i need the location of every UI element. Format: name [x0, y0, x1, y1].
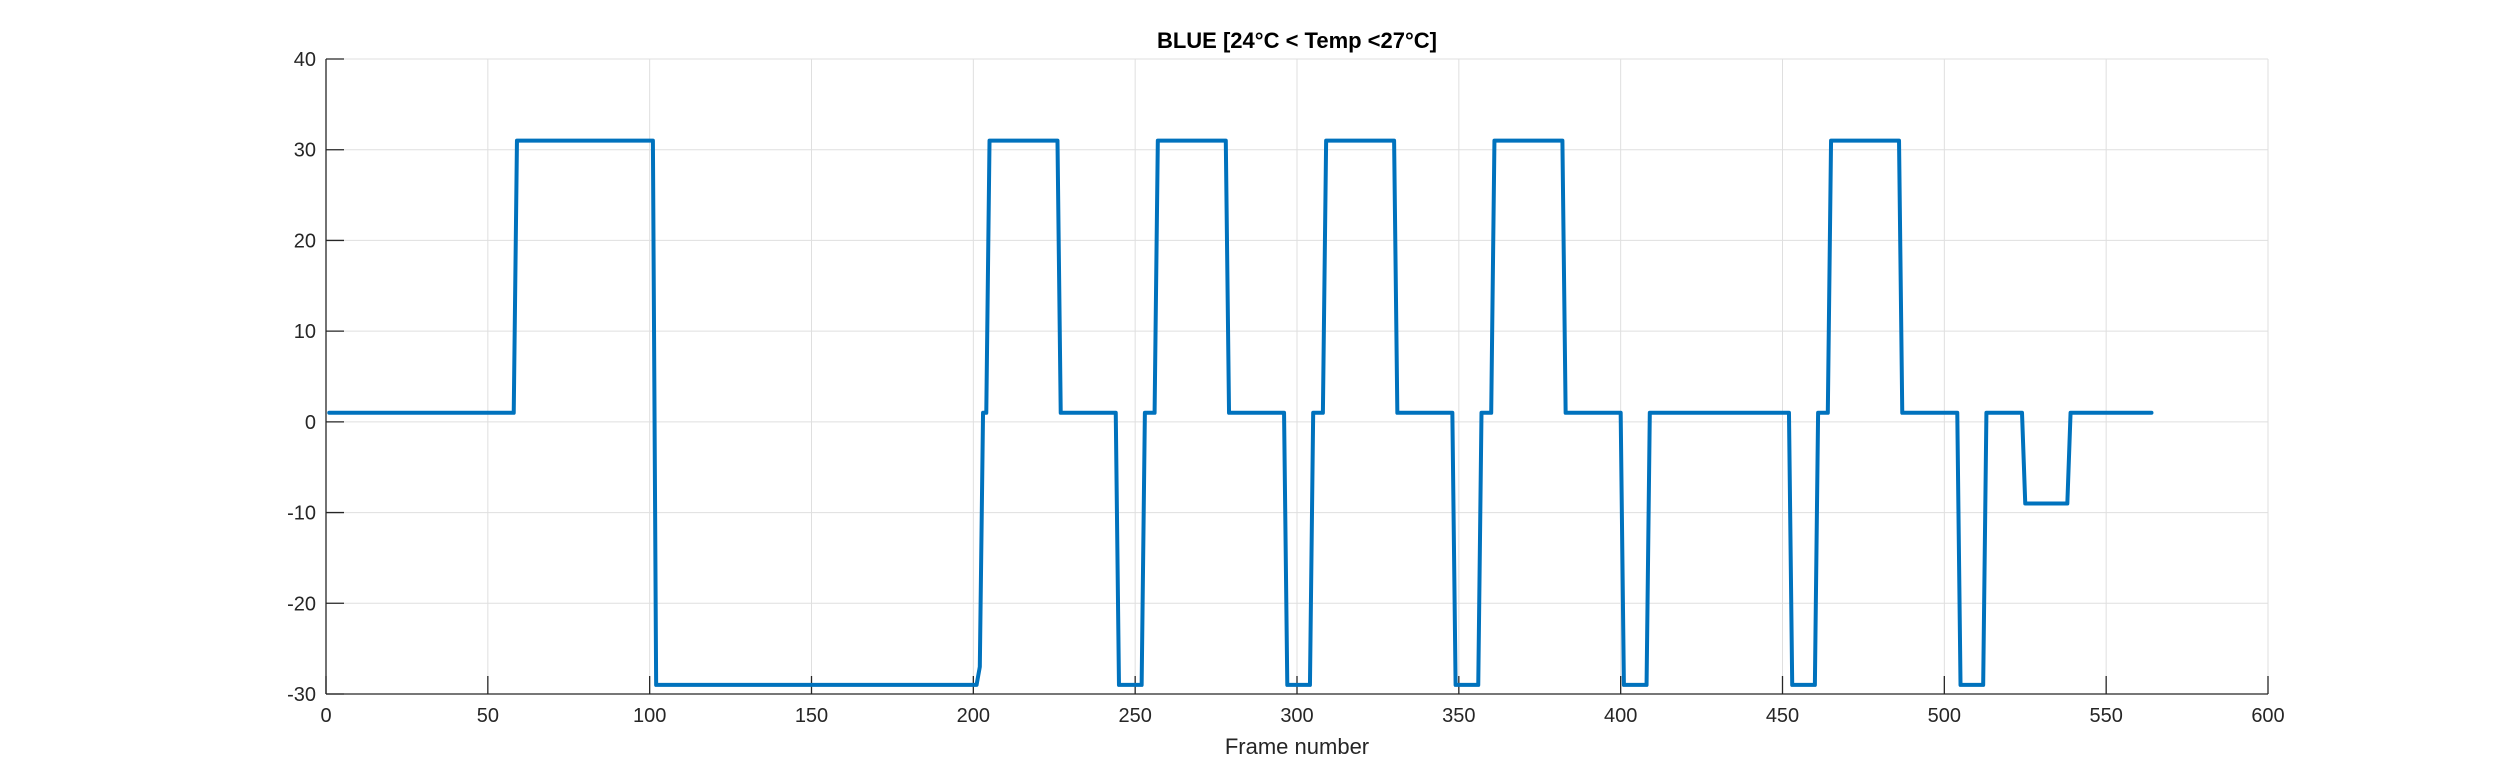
y-tick-label: 30 — [294, 140, 316, 162]
x-tick-label: 150 — [795, 705, 828, 727]
grid — [326, 59, 2268, 694]
y-tick-label: 0 — [305, 412, 316, 434]
x-tick-label: 50 — [477, 705, 499, 727]
y-tick-label: -30 — [287, 684, 316, 706]
x-tick-label: 550 — [2089, 705, 2122, 727]
x-tick-label: 500 — [1928, 705, 1961, 727]
x-tick-label: 600 — [2251, 705, 2284, 727]
x-tick-label: 0 — [320, 705, 331, 727]
series-line-1 — [327, 138, 2154, 687]
x-tick-label: 100 — [633, 705, 666, 727]
y-tick-label: 10 — [294, 321, 316, 343]
x-tick-label: 250 — [1118, 705, 1151, 727]
y-tick-label: -10 — [287, 503, 316, 525]
x-axis-label: Frame number — [1225, 734, 1369, 759]
x-tick-label: 300 — [1280, 705, 1313, 727]
series-layer — [327, 138, 2154, 687]
y-tick-label: -20 — [287, 593, 316, 615]
x-tick-label: 350 — [1442, 705, 1475, 727]
x-tick-label: 200 — [957, 705, 990, 727]
axes: 0 50 100 150 200 250 300 350 400 450 500 550 600-30-… — [287, 49, 2285, 727]
y-tick-label: 40 — [294, 49, 316, 71]
x-tick-label: 400 — [1604, 705, 1637, 727]
y-tick-label: 20 — [294, 230, 316, 252]
x-tick-label: 450 — [1766, 705, 1799, 727]
chart-title: BLUE [24°C < Temp <27°C] — [1157, 28, 1437, 53]
